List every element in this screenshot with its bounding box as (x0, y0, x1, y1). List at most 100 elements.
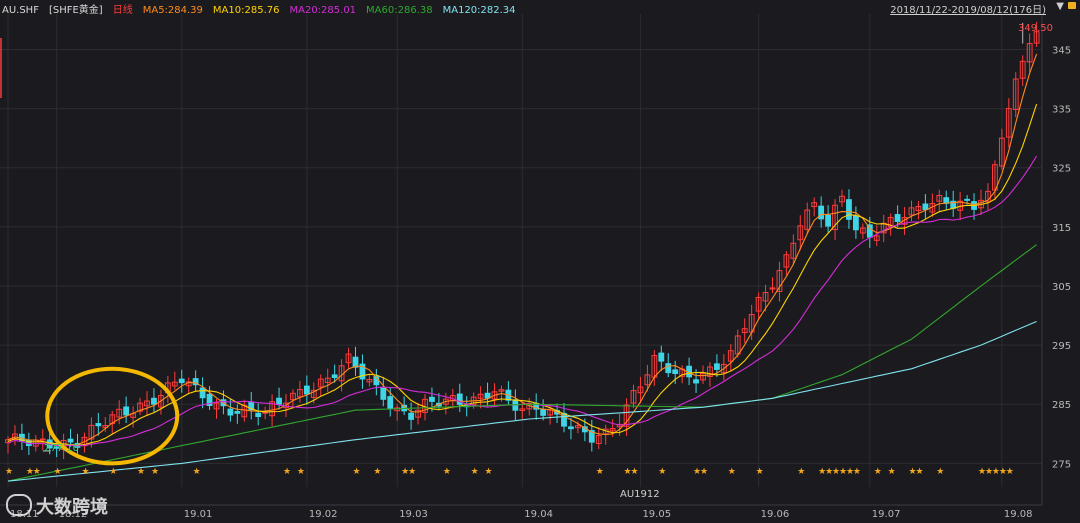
y-tick-label: 305 (1052, 282, 1071, 293)
x-tick-label: 19.02 (309, 509, 338, 520)
candle-body (408, 412, 415, 420)
candle-body (352, 356, 359, 368)
signal-star: ★ (874, 467, 882, 477)
range-controls[interactable]: ▼ (1056, 1, 1076, 12)
candle-body (269, 401, 276, 417)
candle-body (415, 409, 421, 418)
y-tick-label: 285 (1052, 400, 1071, 411)
candle-body (359, 363, 366, 380)
signal-star: ★ (700, 467, 708, 477)
signal-star: ★ (985, 467, 993, 477)
x-tick-label: 19.03 (399, 509, 428, 520)
signal-star: ★ (485, 467, 493, 477)
candle-body (755, 296, 762, 312)
watermark: 大数跨境 (6, 493, 108, 519)
candle-body (811, 202, 818, 208)
candle-body (366, 378, 373, 383)
signal-star: ★ (151, 467, 159, 477)
signal-star: ★ (825, 467, 833, 477)
candle-body (908, 207, 915, 216)
x-tick-label: 19.05 (642, 509, 671, 520)
candle-body (1033, 31, 1040, 44)
signal-star: ★ (373, 467, 381, 477)
signal-star: ★ (471, 467, 479, 477)
signal-star: ★ (999, 467, 1007, 477)
signal-star: ★ (26, 467, 34, 477)
candle-body (171, 381, 178, 387)
candle-body (623, 404, 630, 427)
lock-icon[interactable] (1068, 2, 1076, 9)
y-tick-label: 335 (1052, 105, 1071, 116)
candle-body (206, 393, 213, 407)
ma-line-ma5 (7, 53, 1038, 446)
x-tick-label: 19.08 (1004, 509, 1033, 520)
ma-line-ma60 (7, 244, 1037, 482)
exchange-label: [SHFE黄金] (48, 5, 103, 16)
candle-body (255, 412, 262, 418)
signal-star: ★ (137, 467, 145, 477)
signal-star: ★ (5, 467, 13, 477)
signal-star: ★ (33, 467, 41, 477)
candle-body (693, 379, 699, 384)
signal-star: ★ (915, 467, 923, 477)
candle-body (290, 392, 296, 401)
candle-body (720, 363, 727, 374)
x-tick-label: 19.04 (524, 509, 553, 520)
candle-body (491, 391, 498, 400)
candle-body (616, 423, 623, 428)
candle-body (116, 408, 123, 418)
ma20-label: MA20:285.01 (289, 5, 357, 16)
candle-body (825, 214, 832, 227)
signal-star: ★ (818, 467, 826, 477)
dropdown-arrow-icon[interactable]: ▼ (1056, 1, 1064, 12)
candle-body (776, 270, 783, 292)
candle-body (762, 292, 769, 302)
candle-body (1026, 43, 1033, 63)
date-range-selector[interactable]: 2018/11/22-2019/08/12(176日) (890, 5, 1046, 16)
candle-body (790, 242, 797, 259)
candle-body (658, 352, 665, 362)
signal-star: ★ (1006, 467, 1014, 477)
candle-body (519, 408, 526, 411)
y-tick-label: 315 (1052, 223, 1071, 234)
x-tick-label: 19.01 (184, 509, 213, 520)
signal-star: ★ (756, 467, 764, 477)
period-label: 日线 (112, 5, 133, 16)
candle-body (846, 199, 852, 220)
candle-body (894, 214, 901, 222)
candle-body (158, 395, 164, 408)
candle-body (276, 397, 282, 405)
watermark-logo-icon (6, 494, 32, 516)
watermark-text: 大数跨境 (36, 497, 108, 518)
candle-body (887, 216, 894, 227)
candle-body (297, 389, 303, 398)
signal-star: ★ (846, 467, 854, 477)
candle-body (672, 369, 679, 375)
candle-body (859, 227, 866, 234)
candle-body (568, 426, 574, 430)
signal-star: ★ (909, 467, 917, 477)
candle-body (783, 254, 790, 268)
low-price-label: 277.10 (44, 443, 79, 454)
candle-body (477, 393, 484, 399)
candle-body (88, 424, 95, 440)
candle-body (609, 428, 616, 432)
candle-body (769, 287, 776, 290)
signal-star: ★ (408, 467, 416, 477)
signal-star: ★ (443, 467, 451, 477)
high-price-label: 349.50 (1018, 23, 1053, 34)
signal-star: ★ (631, 467, 639, 477)
ma120-label: MA120:282.34 (442, 5, 516, 16)
signal-star: ★ (624, 467, 632, 477)
candle-body (213, 402, 220, 410)
candle-body (380, 386, 387, 400)
candle-body (387, 396, 394, 409)
candle-body (151, 397, 157, 405)
signal-star: ★ (658, 467, 666, 477)
candle-body (39, 438, 46, 441)
candle-body (575, 425, 581, 429)
candle-body (637, 386, 644, 394)
highlight-ellipse (45, 366, 180, 466)
signal-star: ★ (596, 467, 604, 477)
candle-body (345, 353, 352, 364)
